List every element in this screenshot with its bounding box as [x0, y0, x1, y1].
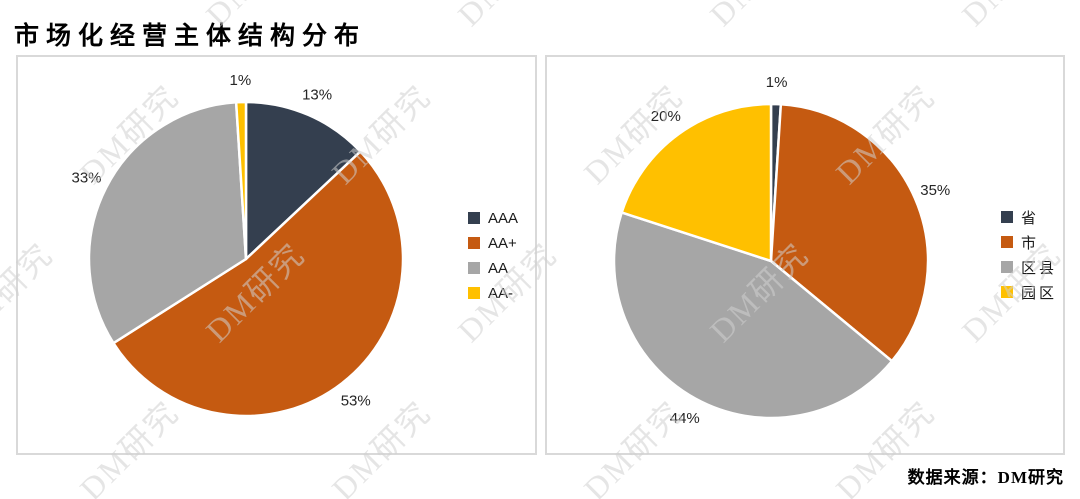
legend-item-区县: 区县	[1001, 259, 1058, 277]
watermark-text: DM研究	[1076, 73, 1080, 193]
slice-label-市: 35%	[920, 182, 950, 199]
slice-label-AA: 33%	[71, 170, 101, 187]
legend-label-区县: 区县	[1021, 260, 1058, 277]
watermark-text: DM研究	[698, 0, 818, 35]
legend-swatch-市	[1001, 236, 1013, 248]
watermark-text: DM研究	[1076, 389, 1080, 499]
legend-swatch-AA+	[468, 237, 480, 249]
legend-label-市: 市	[1021, 235, 1040, 252]
pie-slice-AA	[87, 101, 248, 345]
watermark-text: DM研究	[950, 0, 1070, 35]
legend-item-园区: 园区	[1001, 284, 1058, 302]
watermark-text: DM研究	[446, 0, 566, 35]
legend-swatch-AA-	[468, 287, 480, 299]
legend-item-省: 省	[1001, 209, 1057, 227]
legend-item-AAA: AAA	[468, 209, 519, 227]
pie-slice-AA+	[112, 150, 405, 418]
legend-label-AA+: AA+	[488, 234, 517, 252]
legend-item-AA-: AA-	[468, 284, 518, 302]
legend-swatch-区县	[1001, 261, 1013, 273]
slice-label-园区: 20%	[651, 108, 681, 125]
pie-slice-AAA	[244, 100, 362, 261]
pie-slice-区县	[612, 211, 894, 420]
legend-label-AAA: AAA	[488, 209, 519, 227]
chart-panel-admin-level: 1% 35% 44% 20% 省市区县园区	[545, 55, 1065, 455]
legend-item-市: 市	[1001, 234, 1057, 252]
legend-label-省: 省	[1021, 210, 1040, 227]
slice-label-AAA: 13%	[302, 87, 332, 104]
pie-slice-AA-	[234, 100, 248, 261]
legend-swatch-AAA	[468, 212, 480, 224]
pie-chart-credit-rating: 13% 53% 33% 1%	[71, 72, 405, 418]
legend-item-AA: AA	[468, 259, 518, 277]
chart-panel-credit-rating: 13% 53% 33% 1% AAA AA+ AA AA-	[16, 55, 537, 455]
legend-label-园区: 园区	[1021, 285, 1058, 302]
data-source-note: 数据来源：DM研究	[907, 468, 1064, 487]
pie-chart-admin-level: 1% 35% 44% 20%	[612, 74, 950, 427]
legend-swatch-园区	[1001, 286, 1013, 298]
legend-label-AA-: AA-	[488, 284, 514, 302]
legend-label-AA: AA	[488, 259, 509, 277]
slice-label-区县: 44%	[670, 410, 700, 427]
slice-label-省: 1%	[766, 74, 788, 91]
pie-slice-市	[769, 103, 930, 363]
page-title: 市场化经营主体结构分布	[14, 23, 367, 50]
legend-swatch-省	[1001, 211, 1013, 223]
slice-label-AA-: 1%	[230, 72, 252, 89]
legend-swatch-AA	[468, 262, 480, 274]
slice-label-AA+: 53%	[341, 392, 371, 409]
legend-item-AA+: AA+	[468, 234, 518, 252]
legend-admin-level: 省市区县 园区	[1001, 209, 1057, 309]
legend-credit-rating: AAA AA+ AA AA-	[468, 210, 518, 310]
pie-slice-园区	[620, 102, 773, 263]
